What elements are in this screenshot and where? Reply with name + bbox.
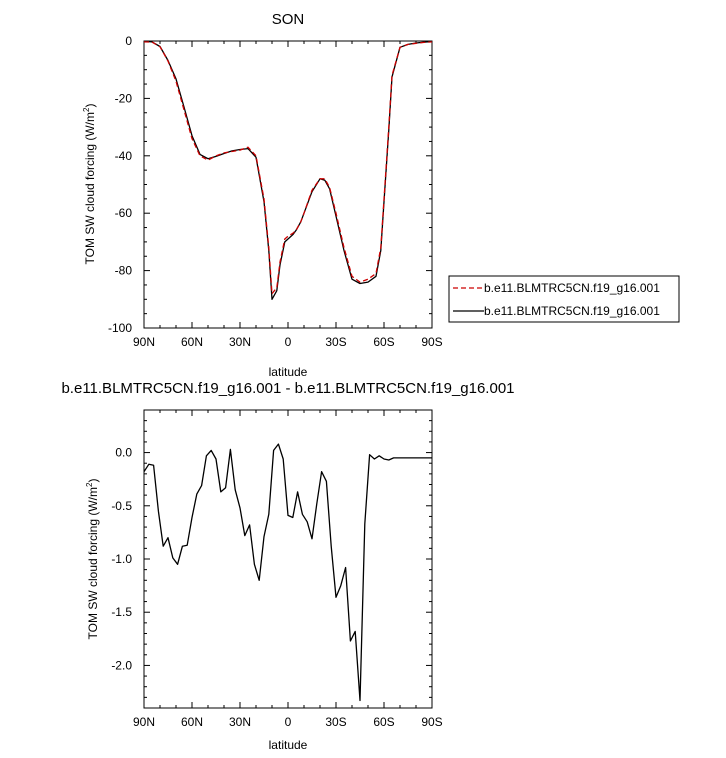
bottom-x-tick-label: 90S xyxy=(421,715,442,729)
top-y-tick-label: -60 xyxy=(115,206,133,220)
top-plot-frame xyxy=(143,40,433,329)
top-series-line-1 xyxy=(143,41,433,295)
top-x-axis-title: latitude xyxy=(269,365,308,379)
bottom-x-tick-label: 90N xyxy=(133,715,155,729)
bottom-y-tick-label: -2.0 xyxy=(111,658,132,672)
bottom-panel: b.e11.BLMTRC5CN.f19_g16.001 - b.e11.BLMT… xyxy=(61,380,514,752)
top-x-tick-label: 60S xyxy=(373,335,394,349)
bottom-lines xyxy=(143,443,432,702)
bottom-y-tick-label: 0.0 xyxy=(115,446,132,460)
top-lines xyxy=(143,40,433,300)
top-x-tick-label: 30N xyxy=(229,335,251,349)
bottom-series-line-1 xyxy=(143,443,432,702)
top-legend: b.e11.BLMTRC5CN.f19_g16.001 b.e11.BLMTRC… xyxy=(448,275,680,323)
top-x-tick-label: 60N xyxy=(181,335,203,349)
legend-box xyxy=(448,275,680,323)
bottom-ticks: 90N 60N 30N 0 30S 60S 90S 0.0 -0.5 -1.0 -1.5 -2.0 xyxy=(111,409,443,729)
legend-label-2: b.e11.BLMTRC5CN.f19_g16.001 xyxy=(484,304,660,318)
bottom-y-tick-label: -0.5 xyxy=(111,499,132,513)
bottom-y-tick-label: -1.0 xyxy=(111,552,132,566)
bottom-x-tick-label: 60N xyxy=(181,715,203,729)
bottom-x-axis-title: latitude xyxy=(269,738,308,752)
top-y-tick-label: -100 xyxy=(108,321,132,335)
bottom-plot-frame xyxy=(143,409,433,709)
bottom-chart-title: b.e11.BLMTRC5CN.f19_g16.001 - b.e11.BLMT… xyxy=(61,380,514,397)
top-x-tick-label: 90N xyxy=(133,335,155,349)
bottom-x-tick-label: 30N xyxy=(229,715,251,729)
top-panel: SON 90N 60N 30N 0 30S 60S 90S 0 -20 -40 -60 -80 -100… xyxy=(82,11,680,379)
legend-label-1: b.e11.BLMTRC5CN.f19_g16.001 xyxy=(484,281,660,295)
top-y-tick-label: -40 xyxy=(115,149,133,163)
top-x-tick-label: 90S xyxy=(421,335,442,349)
bottom-x-tick-label: 30S xyxy=(325,715,346,729)
bottom-y-axis-title: TOM SW cloud forcing (W/m2) xyxy=(85,479,100,640)
top-x-tick-label: 30S xyxy=(325,335,346,349)
top-y-tick-label: -20 xyxy=(115,91,133,105)
top-series-line-2 xyxy=(143,40,433,300)
top-y-tick-label: -80 xyxy=(115,264,133,278)
top-y-tick-label: 0 xyxy=(125,34,132,48)
top-x-tick-label: 0 xyxy=(285,335,292,349)
top-y-axis-title: TOM SW cloud forcing (W/m2) xyxy=(82,104,97,265)
bottom-x-tick-label: 0 xyxy=(285,715,292,729)
bottom-y-tick-label: -1.5 xyxy=(111,605,132,619)
top-chart-title: SON xyxy=(272,11,305,28)
bottom-x-tick-label: 60S xyxy=(373,715,394,729)
top-ticks: 90N 60N 30N 0 30S 60S 90S 0 -20 -40 -60 -80 -100 xyxy=(108,34,443,349)
